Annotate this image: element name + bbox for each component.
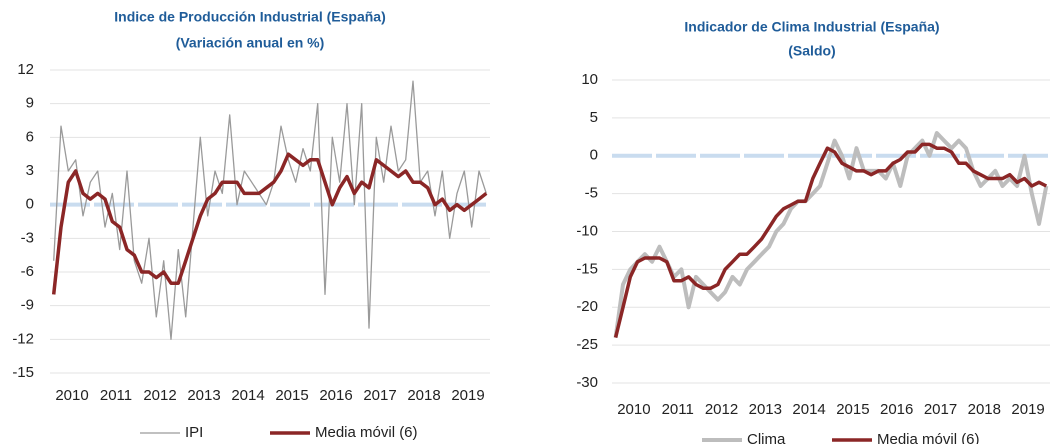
y-tick-label: 10 [581, 71, 598, 88]
y-tick-label: 12 [17, 61, 34, 78]
x-tick-label: 2016 [319, 387, 352, 404]
y-tick-label: -25 [576, 336, 598, 353]
y-tick-label: -6 [21, 263, 34, 280]
chart-title: Indicador de Clima Industrial (España) [684, 19, 939, 35]
y-tick-label: -10 [576, 222, 598, 239]
series-line [53, 80, 487, 340]
x-tick-label: 2012 [705, 401, 738, 418]
legend-label: Media móvil (6) [877, 431, 980, 444]
series-line [613, 142, 1048, 339]
x-tick-label: 2017 [924, 401, 957, 418]
y-tick-label: -9 [21, 297, 34, 314]
legend-label: Clima [747, 431, 786, 444]
x-tick-label: 2013 [749, 401, 782, 418]
x-tick-label: 2016 [880, 401, 913, 418]
x-tick-label: 2015 [836, 401, 869, 418]
y-tick-label: 0 [590, 147, 598, 164]
y-tick-label: -20 [576, 298, 598, 315]
x-tick-label: 2015 [275, 387, 308, 404]
x-tick-label: 2017 [363, 387, 396, 404]
x-tick-label: 2018 [407, 387, 440, 404]
y-tick-label: -15 [12, 364, 34, 381]
y-tick-label: 5 [590, 109, 598, 126]
y-tick-label: 0 [26, 196, 34, 213]
legend-label: Media móvil (6) [315, 424, 418, 441]
x-tick-label: 2012 [143, 387, 176, 404]
x-tick-label: 2019 [451, 387, 484, 404]
y-tick-label: 9 [26, 95, 34, 112]
x-tick-label: 2010 [55, 387, 88, 404]
y-tick-label: -3 [21, 229, 34, 246]
y-tick-label: 6 [26, 128, 34, 145]
chart-subtitle: (Saldo) [788, 43, 835, 59]
x-tick-label: 2014 [792, 401, 825, 418]
y-tick-label: -12 [12, 330, 34, 347]
y-tick-label: 3 [26, 162, 34, 179]
x-tick-label: 2010 [617, 401, 650, 418]
y-tick-label: -15 [576, 260, 598, 277]
x-tick-label: 2018 [968, 401, 1001, 418]
x-tick-label: 2011 [100, 387, 132, 404]
y-tick-label: -30 [576, 374, 598, 391]
x-tick-label: 2014 [231, 387, 264, 404]
x-tick-label: 2011 [662, 401, 694, 418]
x-tick-label: 2013 [187, 387, 220, 404]
y-tick-label: -5 [585, 185, 598, 202]
chart-subtitle: (Variación anual en %) [176, 35, 325, 51]
x-tick-label: 2019 [1011, 401, 1044, 418]
legend-label: IPI [185, 424, 203, 441]
chart-title: Indice de Producción Industrial (España) [114, 9, 386, 25]
series-line [51, 152, 488, 295]
